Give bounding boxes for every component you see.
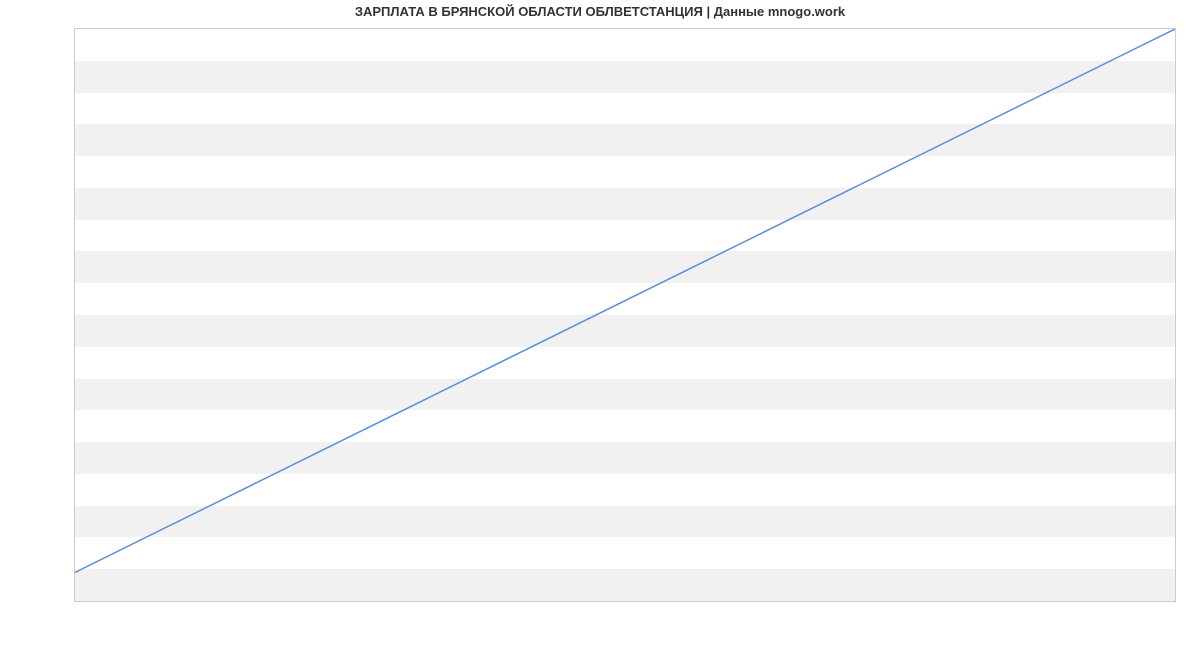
chart-title: ЗАРПЛАТА В БРЯНСКОЙ ОБЛАСТИ ОБЛВЕТСТАНЦИ… [0,4,1200,19]
y-tick-label: 25000 [74,28,75,35]
y-tick-label: 20500 [74,309,75,321]
x-tick-label: 2023 [74,601,87,602]
x-tick-label: 2024 [1163,601,1176,602]
line-series [75,29,1175,601]
y-tick-label: 23000 [74,150,75,162]
y-tick-label: 22500 [74,182,75,194]
y-tick-label: 19500 [74,373,75,385]
y-tick-label: 22000 [74,214,75,226]
chart-container: { "chart": { "type": "line", "title": "З… [0,0,1200,650]
y-tick-label: 23500 [74,118,75,130]
y-tick-label: 21500 [74,245,75,257]
y-tick-label: 18000 [74,468,75,480]
y-tick-label: 20000 [74,341,75,353]
y-tick-label: 19000 [74,404,75,416]
y-tick-label: 17500 [74,500,75,512]
y-tick-label: 17000 [74,531,75,543]
y-tick-label: 16500 [74,563,75,575]
y-tick-label: 24500 [74,55,75,67]
y-tick-label: 18500 [74,436,75,448]
y-tick-label: 21000 [74,277,75,289]
y-tick-label: 24000 [74,87,75,99]
plot-area: 1600016500170001750018000185001900019500… [74,28,1176,602]
